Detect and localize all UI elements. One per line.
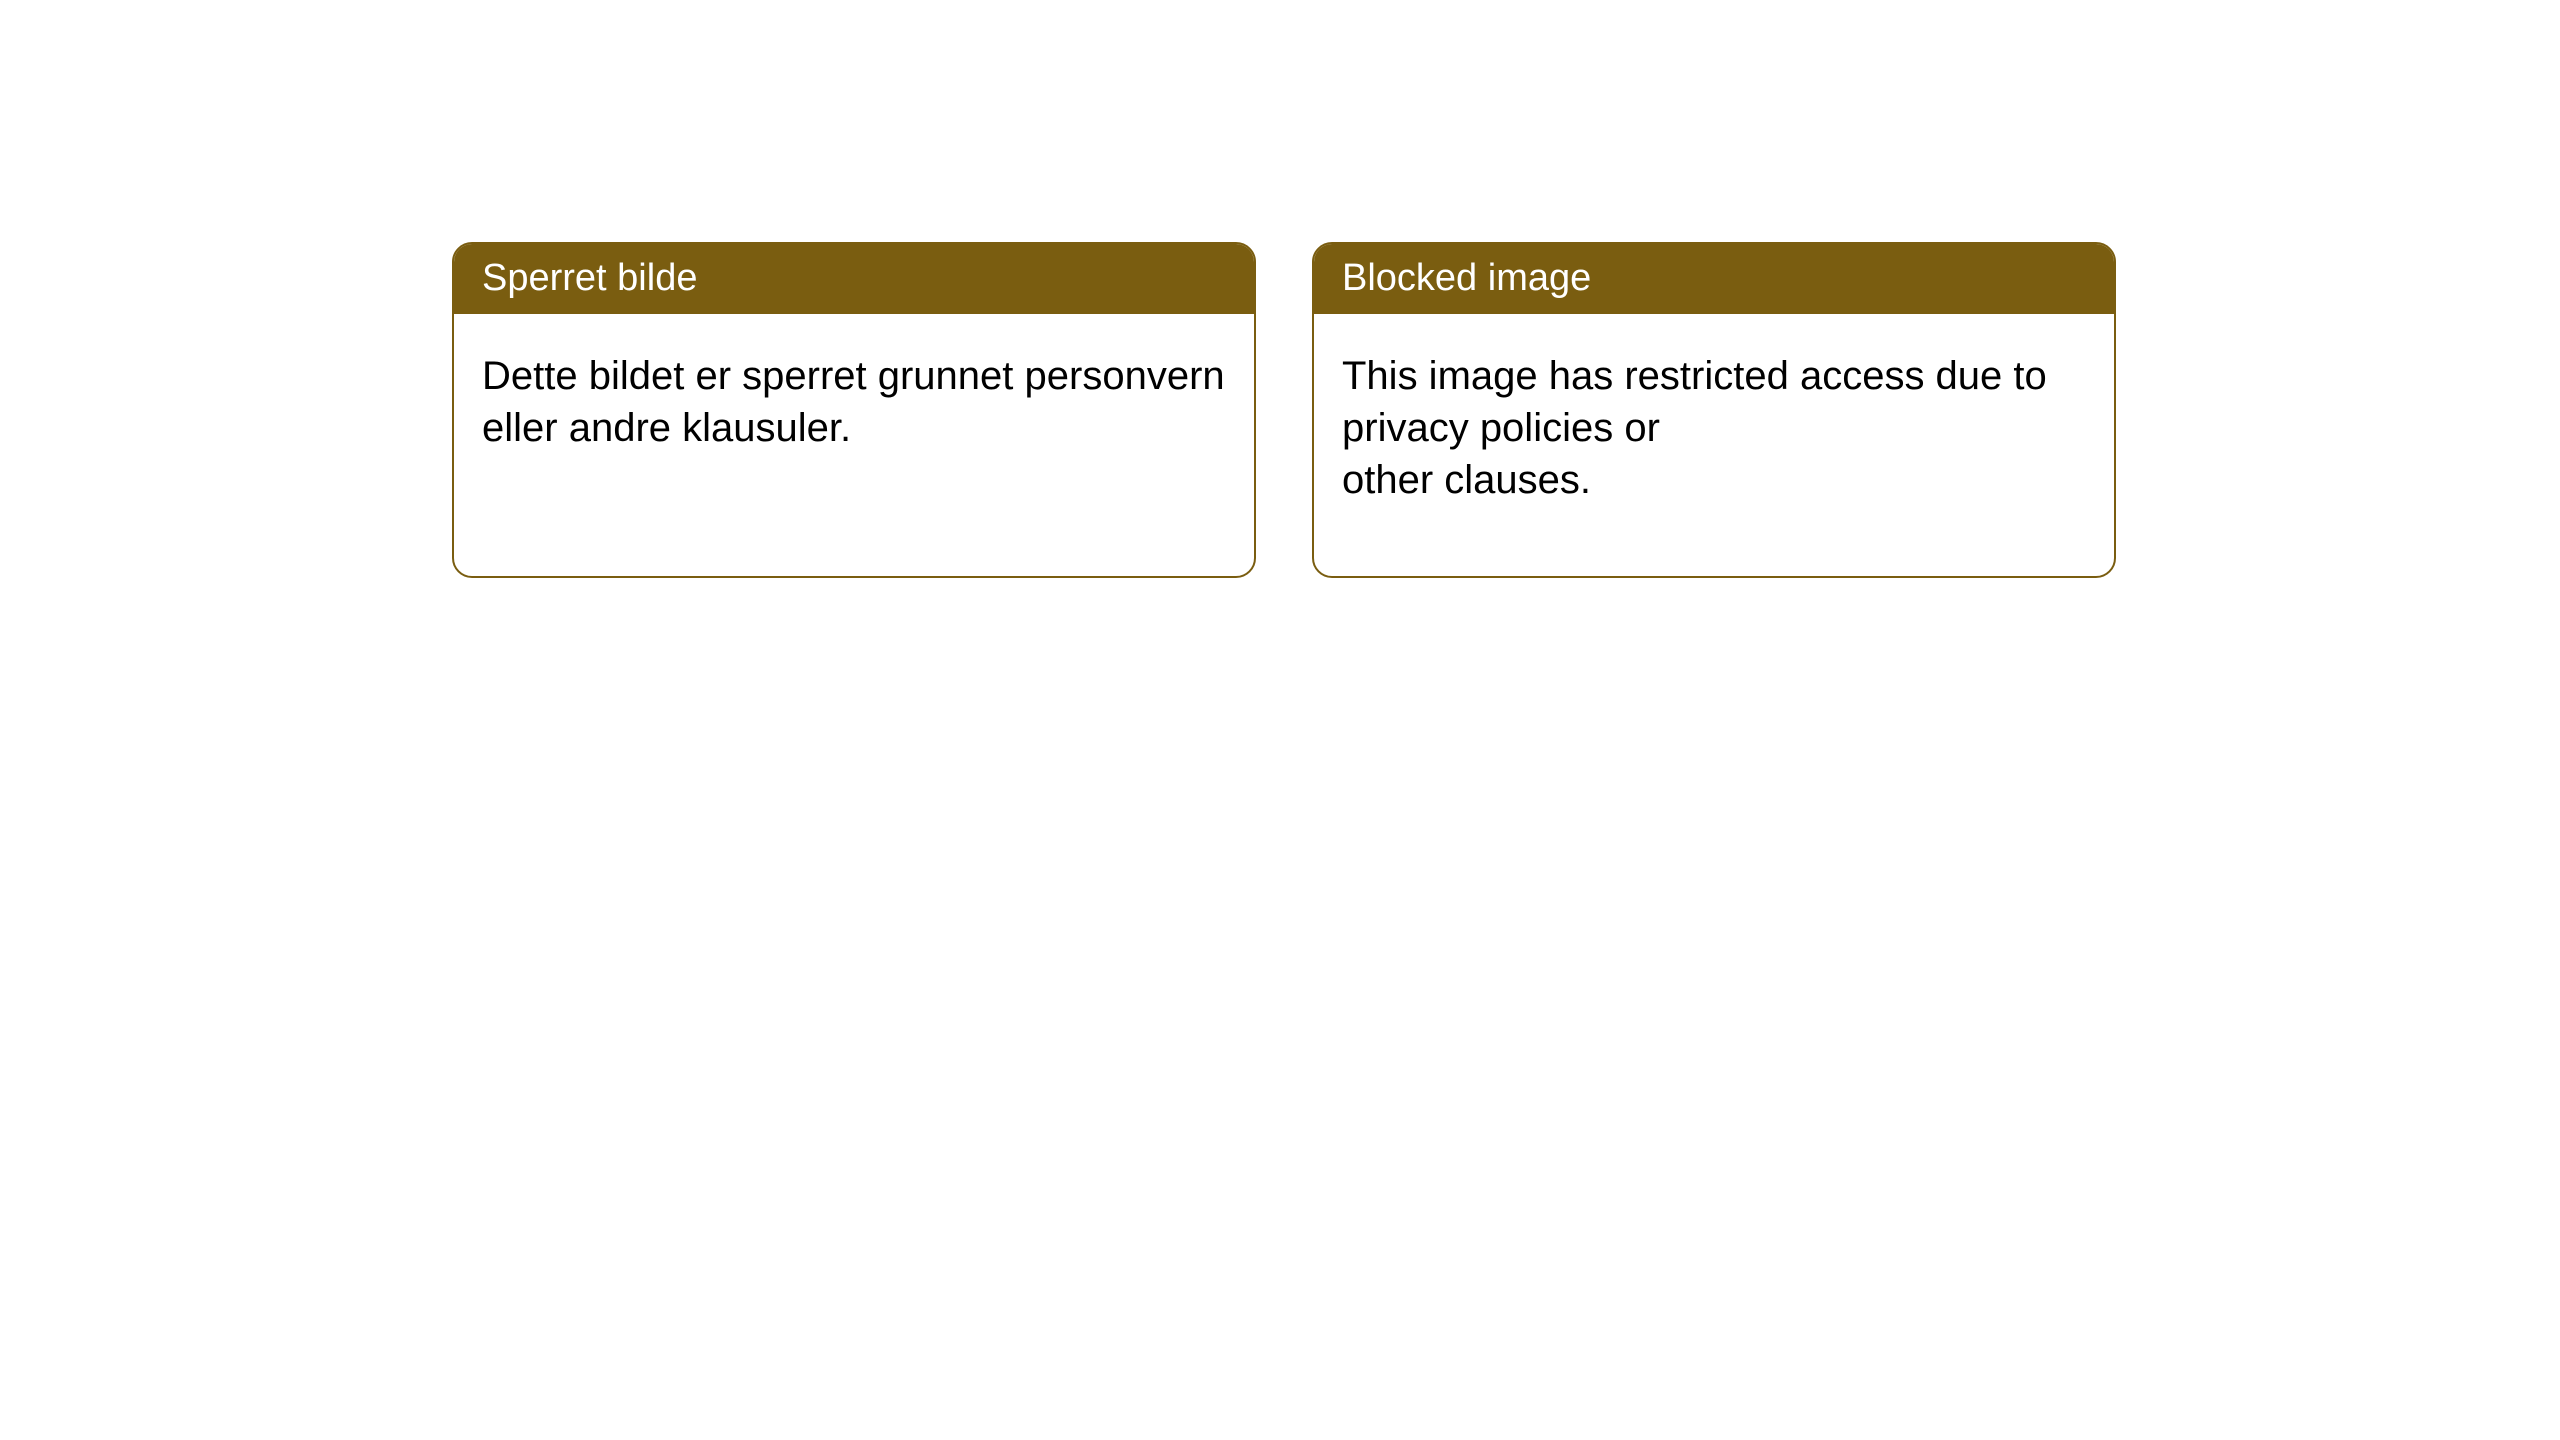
card-body-no: Dette bildet er sperret grunnet personve…: [454, 314, 1254, 490]
blocked-image-card-no: Sperret bilde Dette bildet er sperret gr…: [452, 242, 1256, 578]
cards-container: Sperret bilde Dette bildet er sperret gr…: [452, 242, 2116, 578]
card-header-en: Blocked image: [1314, 244, 2114, 314]
card-header-no: Sperret bilde: [454, 244, 1254, 314]
card-body-en: This image has restricted access due to …: [1314, 314, 2114, 542]
blocked-image-card-en: Blocked image This image has restricted …: [1312, 242, 2116, 578]
